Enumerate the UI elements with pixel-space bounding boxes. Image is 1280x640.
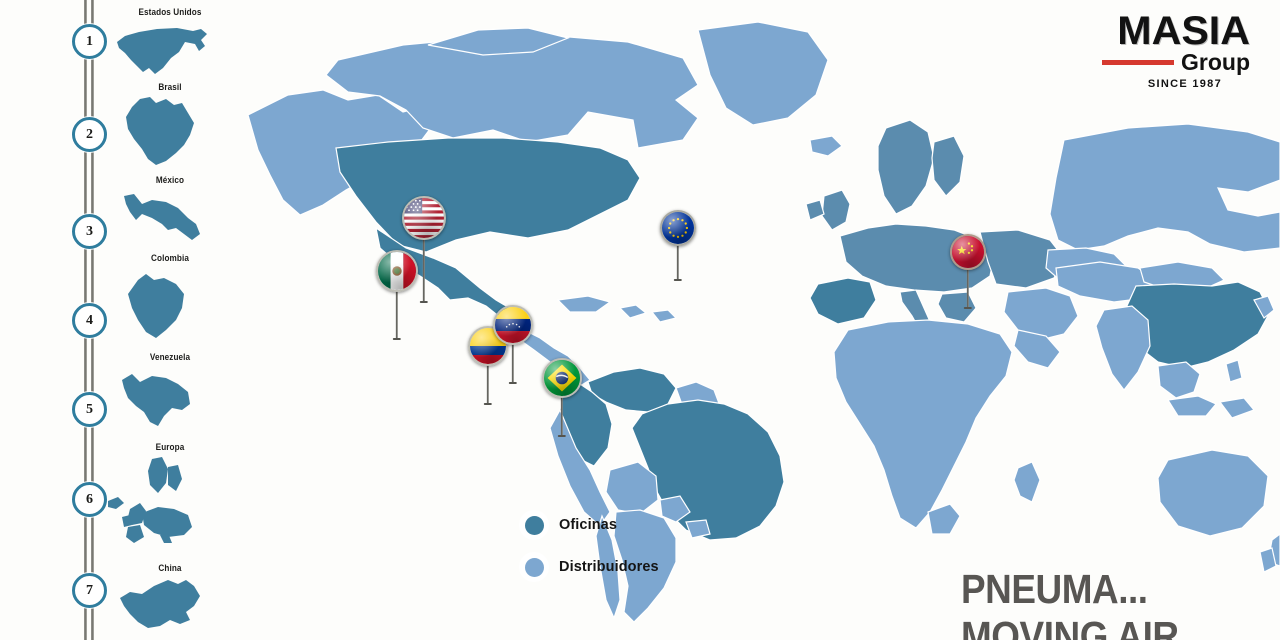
legend-label-distribuidores: Distribuidores bbox=[559, 559, 659, 575]
eu-flag-icon bbox=[660, 210, 696, 246]
country-shape-china bbox=[116, 576, 204, 634]
timeline-label-6: Europa bbox=[155, 442, 185, 453]
mx-flag-icon bbox=[376, 250, 418, 292]
timeline-label-1: Estados Unidos bbox=[138, 7, 202, 18]
timeline-number-4: 4 bbox=[72, 303, 107, 338]
timeline-number-3: 3 bbox=[72, 214, 107, 249]
map-pin-china[interactable] bbox=[950, 234, 986, 309]
timeline-number-6: 6 bbox=[72, 482, 107, 517]
country-shape-colombia bbox=[120, 270, 190, 342]
map-pin-mexico[interactable] bbox=[376, 250, 418, 340]
timeline-sidebar: Estados Unidos 1 Brasil 2 México 3 Colom… bbox=[0, 0, 226, 640]
logo-brand-name: MASIA bbox=[1117, 9, 1250, 53]
br-flag-icon bbox=[542, 358, 582, 398]
country-shape-europe bbox=[100, 455, 212, 543]
timeline-number-7: 7 bbox=[72, 573, 107, 608]
timeline-label-7: China bbox=[158, 563, 182, 574]
map-pin-brasil[interactable] bbox=[542, 358, 582, 437]
timeline-label-5: Venezuela bbox=[149, 352, 191, 363]
country-shape-mexico bbox=[118, 190, 202, 252]
country-shape-usa bbox=[115, 20, 211, 82]
legend-item-oficinas[interactable]: Oficinas bbox=[520, 508, 659, 542]
ve-flag-icon bbox=[493, 305, 533, 345]
legend-dot-distribuidores bbox=[520, 553, 548, 581]
timeline-label-3: México bbox=[155, 175, 185, 186]
us-flag-icon bbox=[402, 196, 446, 240]
logo-red-bar bbox=[1102, 60, 1174, 65]
masia-logo[interactable]: MASIA Group SINCE 1987 bbox=[1060, 11, 1250, 90]
map-pin-europa[interactable] bbox=[660, 210, 696, 281]
timeline-number-1: 1 bbox=[72, 24, 107, 59]
legend-item-distribuidores[interactable]: Distribuidores bbox=[520, 550, 659, 584]
country-shape-venezuela bbox=[118, 366, 194, 432]
timeline-number-2: 2 bbox=[72, 117, 107, 152]
map-pin-venezuela[interactable] bbox=[493, 305, 533, 384]
legend: Oficinas Distribuidores bbox=[520, 508, 659, 592]
legend-dot-oficinas bbox=[520, 511, 548, 539]
logo-since-text: SINCE 1987 bbox=[1147, 78, 1222, 90]
timeline-number-5: 5 bbox=[72, 392, 107, 427]
logo-group-word: Group bbox=[1181, 49, 1250, 75]
timeline-label-2: Brasil bbox=[158, 82, 182, 93]
cn-flag-icon bbox=[950, 234, 986, 270]
timeline-label-4: Colombia bbox=[151, 253, 189, 264]
logo-second-row: Group bbox=[1060, 51, 1250, 74]
legend-label-oficinas: Oficinas bbox=[559, 517, 618, 533]
map-pin-estados-unidos[interactable] bbox=[402, 196, 446, 303]
country-shape-brazil bbox=[118, 95, 196, 167]
world-map-svg: .lt { fill:#7da7d0; stroke:#ffffff; stro… bbox=[247, 21, 1280, 623]
tagline: PNEUMA... MOVING AIR bbox=[961, 566, 1179, 640]
world-map: .lt { fill:#7da7d0; stroke:#ffffff; stro… bbox=[228, 0, 1280, 640]
